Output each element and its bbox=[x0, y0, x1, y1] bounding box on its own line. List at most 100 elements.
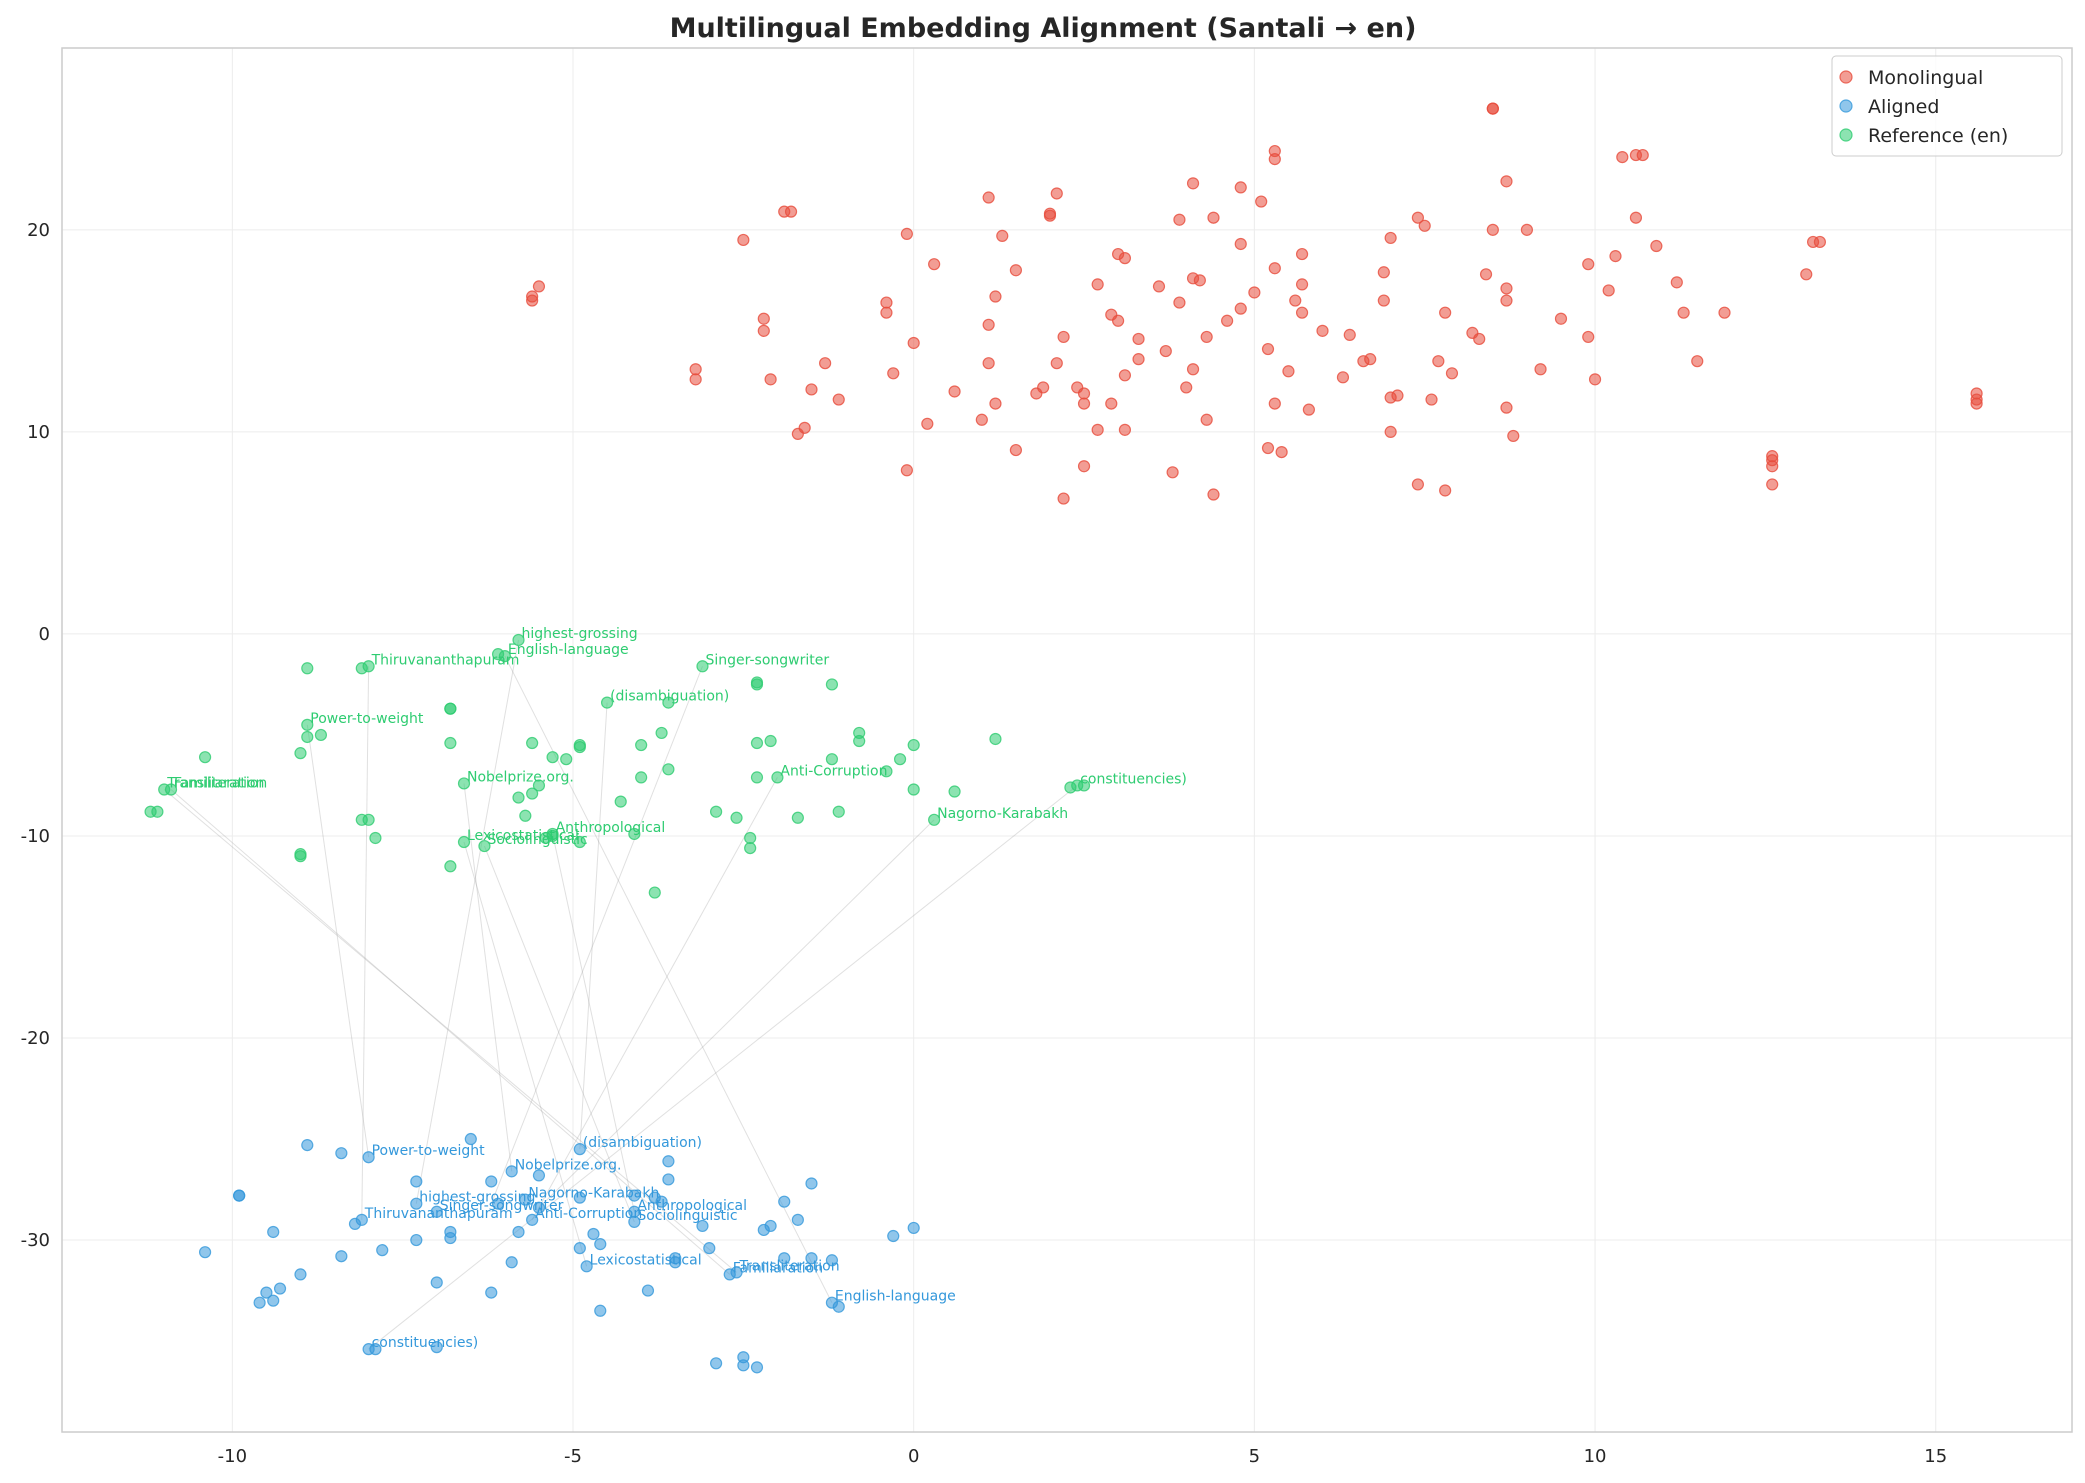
reference-en-point bbox=[744, 831, 757, 845]
aligned-point bbox=[825, 1254, 839, 1267]
monolingual-point bbox=[1336, 371, 1350, 384]
monolingual-point bbox=[1316, 324, 1329, 337]
aligned-point bbox=[580, 1260, 593, 1273]
reference-en-point bbox=[314, 728, 328, 742]
alignment-link bbox=[368, 785, 1078, 1350]
reference-en-point bbox=[301, 718, 314, 731]
legend-label: Monolingual bbox=[1868, 67, 1983, 89]
monolingual-point bbox=[900, 227, 913, 240]
aligned-point bbox=[573, 1143, 586, 1156]
reference-en-point bbox=[498, 650, 511, 663]
monolingual-point bbox=[1261, 441, 1275, 455]
aligned-point bbox=[348, 1217, 362, 1230]
monolingual-point bbox=[1806, 235, 1820, 249]
monolingual-point bbox=[1050, 357, 1063, 370]
monolingual-point bbox=[1200, 330, 1213, 344]
monolingual-point bbox=[1295, 306, 1309, 319]
aligned-point bbox=[410, 1233, 423, 1247]
reference-en-point bbox=[648, 886, 661, 899]
reference-en-point bbox=[198, 751, 212, 764]
alignment-links bbox=[163, 639, 1078, 1350]
reference-en-point bbox=[771, 771, 784, 784]
alignment-link bbox=[552, 833, 635, 1212]
aligned-point bbox=[641, 1284, 655, 1297]
x-tick-label: -10 bbox=[218, 1446, 247, 1467]
point-annotation: Anti-Corruption bbox=[535, 1206, 642, 1222]
reference-en-point bbox=[832, 805, 845, 818]
point-annotation: Thiruvananthapuram bbox=[371, 652, 520, 668]
monolingual-point bbox=[1554, 312, 1568, 325]
monolingual-point bbox=[1534, 363, 1547, 376]
monolingual-point bbox=[1207, 488, 1220, 501]
legend-marker bbox=[1839, 128, 1853, 142]
monolingual-point bbox=[982, 191, 995, 204]
point-annotation: constituencies) bbox=[372, 1335, 479, 1351]
monolingual-point bbox=[1636, 148, 1649, 162]
monolingual-point bbox=[1295, 247, 1309, 261]
alignment-link bbox=[483, 845, 635, 1223]
monolingual-point bbox=[1418, 219, 1431, 232]
reference-en-point bbox=[744, 841, 757, 855]
reference-en-point bbox=[362, 813, 375, 826]
monolingual-point bbox=[737, 233, 750, 247]
monolingual-point bbox=[989, 290, 1002, 303]
aligned-point bbox=[444, 1231, 457, 1245]
reference-en-point bbox=[893, 753, 907, 766]
monolingual-point bbox=[1200, 413, 1213, 426]
monolingual-point bbox=[1057, 330, 1070, 344]
monolingual-point bbox=[1691, 355, 1704, 368]
reference-en-point bbox=[369, 831, 382, 845]
monolingual-point bbox=[764, 373, 777, 386]
reference-en-point bbox=[928, 813, 941, 826]
reference-en-point bbox=[573, 835, 586, 849]
reference-en-point bbox=[628, 827, 641, 841]
monolingual-point bbox=[805, 383, 818, 396]
x-tick-label: -5 bbox=[564, 1446, 582, 1467]
y-tick-label: 10 bbox=[27, 422, 50, 443]
monolingual-point bbox=[1507, 429, 1520, 443]
aligned-point bbox=[410, 1175, 423, 1188]
reference-en-point bbox=[880, 765, 893, 778]
reference-en-point bbox=[764, 734, 777, 748]
reference-en-point bbox=[1064, 781, 1077, 794]
point-annotation: English-language bbox=[508, 642, 629, 658]
reference-en-point bbox=[512, 633, 525, 647]
aligned-point bbox=[778, 1195, 791, 1208]
x-tick-label: 15 bbox=[1924, 1446, 1947, 1467]
reference-en-point bbox=[614, 795, 627, 808]
monolingual-point bbox=[1629, 211, 1643, 224]
reference-en-point bbox=[696, 660, 709, 673]
monolingual-point bbox=[1582, 330, 1595, 344]
monolingual-point bbox=[1582, 258, 1595, 271]
monolingual-point bbox=[1221, 314, 1234, 327]
aligned-point bbox=[594, 1237, 607, 1251]
legend: Monolingual Aligned Reference (en) bbox=[1831, 55, 2063, 157]
monolingual-point bbox=[1302, 403, 1315, 416]
monolingual-point bbox=[1132, 332, 1145, 346]
monolingual-point bbox=[1180, 381, 1193, 394]
aligned-point bbox=[260, 1286, 273, 1299]
aligned-point bbox=[267, 1225, 280, 1239]
monolingual-point bbox=[757, 312, 770, 325]
y-tick-label: 20 bbox=[27, 220, 50, 241]
reference-en-point bbox=[151, 805, 164, 818]
point-annotation: Power-to-weight bbox=[310, 711, 424, 727]
legend-box bbox=[1831, 55, 2063, 157]
aligned-point bbox=[335, 1250, 348, 1263]
aligned-point bbox=[655, 1195, 668, 1208]
point-annotation: highest-grossing bbox=[522, 626, 638, 642]
monolingual-point bbox=[1186, 363, 1200, 376]
point-annotation: Sociolinguistic bbox=[637, 1208, 737, 1224]
point-annotation: Familiaration bbox=[733, 1260, 823, 1276]
monolingual-point bbox=[1411, 211, 1424, 224]
reference-en-point bbox=[457, 777, 471, 790]
aligned-point bbox=[430, 1205, 443, 1218]
monolingual-point bbox=[1186, 177, 1200, 190]
aligned-point bbox=[696, 1219, 709, 1233]
aligned-point bbox=[410, 1197, 423, 1210]
reference-en-point bbox=[301, 662, 314, 675]
aligned-point bbox=[532, 1201, 546, 1214]
point-annotation: Power-to-weight bbox=[372, 1143, 486, 1159]
monolingual-point bbox=[975, 413, 988, 426]
aligned-point bbox=[512, 1225, 525, 1239]
